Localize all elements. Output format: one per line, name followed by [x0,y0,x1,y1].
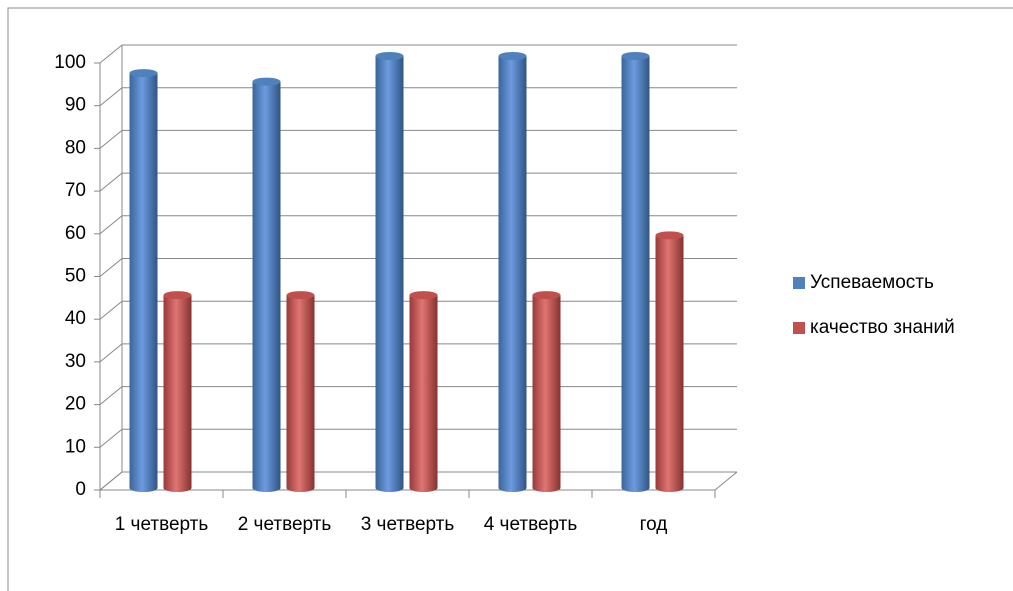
bar-top [129,69,158,78]
legend-swatch [793,277,805,289]
legend-label: Успеваемость [810,272,934,293]
bar-top [498,52,527,60]
grid-line [99,428,737,448]
bar-top [252,77,281,86]
bar-base [655,484,684,492]
grid-line [99,386,737,405]
bar-top [532,291,561,300]
grid-line [99,258,737,277]
grid-line [99,87,737,107]
bar-base [621,484,650,492]
bar [252,77,281,492]
bar [409,291,438,492]
bar-base [409,484,438,492]
bar-body [655,235,684,488]
bar-body [252,81,281,489]
grid-line [99,471,737,491]
bar-body [621,56,650,488]
y-tick-label: 20 [65,394,86,415]
bar-base [375,484,404,492]
x-tick-label: 3 четверть [360,514,455,535]
grid-line [99,44,737,64]
bar [621,52,650,492]
bar-base [286,484,315,492]
bar-body [286,295,315,488]
y-tick-label: 0 [75,479,86,500]
bar [498,52,527,492]
y-tick-label: 70 [65,180,86,201]
bar-body [163,295,192,488]
bar-body [375,56,404,488]
grid-line [99,129,737,149]
bar-base [252,484,281,492]
grid-line [99,215,737,235]
bar-top [655,231,684,240]
bar-top [163,291,192,300]
y-tick-label: 80 [65,137,86,158]
y-tick-label: 50 [65,266,86,287]
x-tick-label: 4 четверть [483,514,578,535]
bar [655,231,684,492]
bar-top [409,291,438,300]
legend-swatch [793,322,805,334]
y-tick-label: 10 [65,436,86,457]
bar [375,52,404,492]
grid-line [99,343,737,363]
x-tick-label: 2 четверть [237,514,332,535]
bar-body [409,295,438,488]
x-tick-label: год [639,514,668,535]
legend-label: качество знаний [810,317,955,338]
bar-base [532,484,561,492]
y-tick-label: 30 [65,351,86,372]
y-tick-label: 90 [65,95,86,116]
y-tick-label: 40 [65,308,86,329]
bar-base [163,484,192,492]
bar [286,291,315,492]
bar-base [498,484,527,492]
frame [7,7,1013,591]
grid-line [99,172,737,192]
bar-body [532,295,561,488]
bar [163,291,192,492]
x-tick-label: 1 четверть [114,514,209,535]
bar [129,69,158,492]
bar-base [129,484,158,492]
bar-body [498,56,527,488]
y-tick-label: 100 [54,52,86,73]
bar-top [621,52,650,60]
y-tick-label: 60 [65,223,86,244]
bar [532,291,561,492]
bar-body [129,73,158,488]
grid-line [99,300,737,320]
bar-top [375,52,404,60]
bar-top [286,291,315,300]
